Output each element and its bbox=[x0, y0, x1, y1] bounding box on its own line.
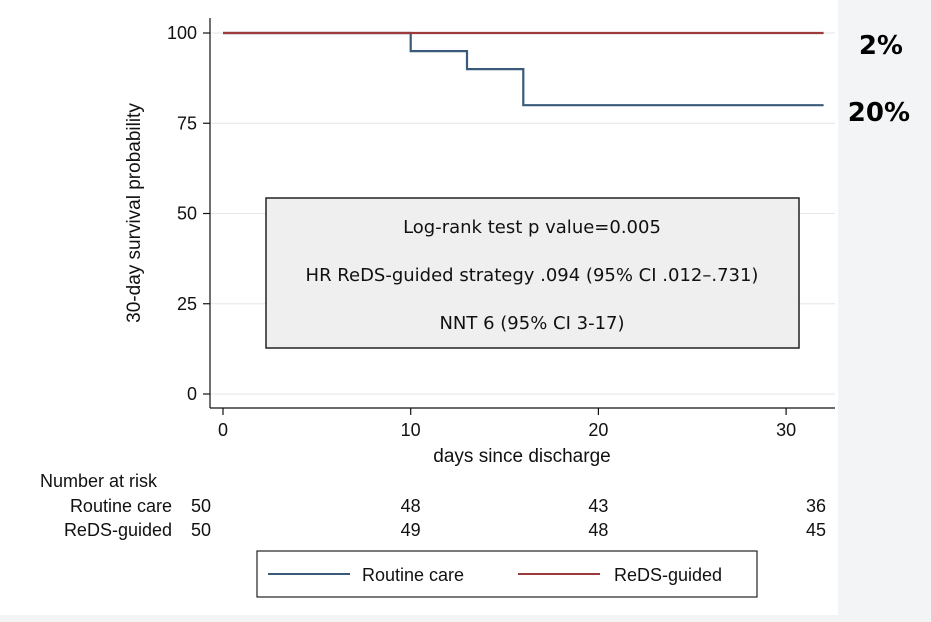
x-tick-label: 20 bbox=[588, 420, 608, 440]
second-pct-label: 20% bbox=[848, 98, 910, 128]
stats-line-hr: HR ReDS-guided strategy .094 (95% CI .01… bbox=[306, 265, 759, 286]
risk-row-label-routine: Routine care bbox=[70, 496, 172, 516]
x-tick-label: 30 bbox=[776, 420, 796, 440]
y-tick-label: 50 bbox=[177, 204, 197, 224]
y-tick-label: 25 bbox=[177, 294, 197, 314]
risk-value: 48 bbox=[401, 496, 421, 516]
risk-value: 36 bbox=[806, 496, 826, 516]
risk-row-label-reds: ReDS-guided bbox=[64, 520, 172, 540]
bottom-strip bbox=[0, 615, 838, 622]
risk-values: 50 48 43 36 50 49 48 45 bbox=[191, 496, 826, 540]
x-tick-label: 10 bbox=[401, 420, 421, 440]
risk-value: 50 bbox=[191, 496, 211, 516]
risk-value: 50 bbox=[191, 520, 211, 540]
x-tick-label: 0 bbox=[218, 420, 228, 440]
axes: 0 25 50 75 100 0 10 20 30 bbox=[167, 18, 835, 440]
side-panel bbox=[838, 0, 931, 622]
y-tick-label: 0 bbox=[187, 384, 197, 404]
y-tick-label: 100 bbox=[167, 23, 197, 43]
risk-value: 49 bbox=[401, 520, 421, 540]
risk-value: 45 bbox=[806, 520, 826, 540]
legend-label-reds: ReDS-guided bbox=[614, 565, 722, 585]
series-line-routine-care bbox=[223, 31, 824, 107]
y-axis-title: 30-day survival probability bbox=[124, 103, 145, 323]
top-pct-label: 2% bbox=[859, 31, 903, 61]
x-axis-title: days since discharge bbox=[433, 446, 610, 467]
survival-curves bbox=[223, 31, 824, 107]
stats-line-logrank: Log-rank test p value=0.005 bbox=[403, 217, 661, 238]
stats-box bbox=[265, 197, 800, 349]
stats-line-nnt: NNT 6 (95% CI 3-17) bbox=[439, 313, 624, 334]
risk-value: 43 bbox=[588, 496, 608, 516]
y-tick-label: 75 bbox=[177, 113, 197, 133]
risk-table-title: Number at risk bbox=[40, 471, 158, 491]
legend-label-routine: Routine care bbox=[362, 565, 464, 585]
risk-value: 48 bbox=[588, 520, 608, 540]
